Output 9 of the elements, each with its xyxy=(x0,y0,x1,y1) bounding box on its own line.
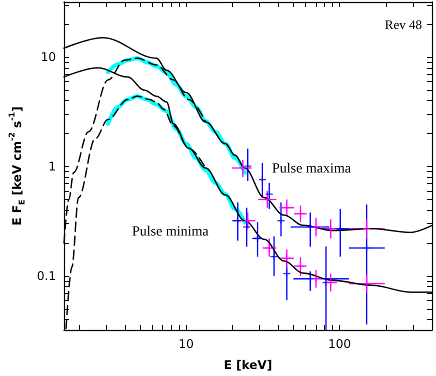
y-tick-label: 1 xyxy=(48,160,56,174)
annotation: Rev 48 xyxy=(384,17,422,32)
y-tick-label: 10 xyxy=(40,50,56,64)
y-tick-label: 0.1 xyxy=(36,268,56,283)
x-axis-title: E [keV] xyxy=(224,358,272,372)
y-axis-title: E FE [keV cm-2 s-1] xyxy=(8,106,26,226)
annotation: Pulse minima xyxy=(132,224,210,240)
annotation: Pulse maxima xyxy=(272,162,352,176)
x-tick-label: 100 xyxy=(328,337,352,351)
